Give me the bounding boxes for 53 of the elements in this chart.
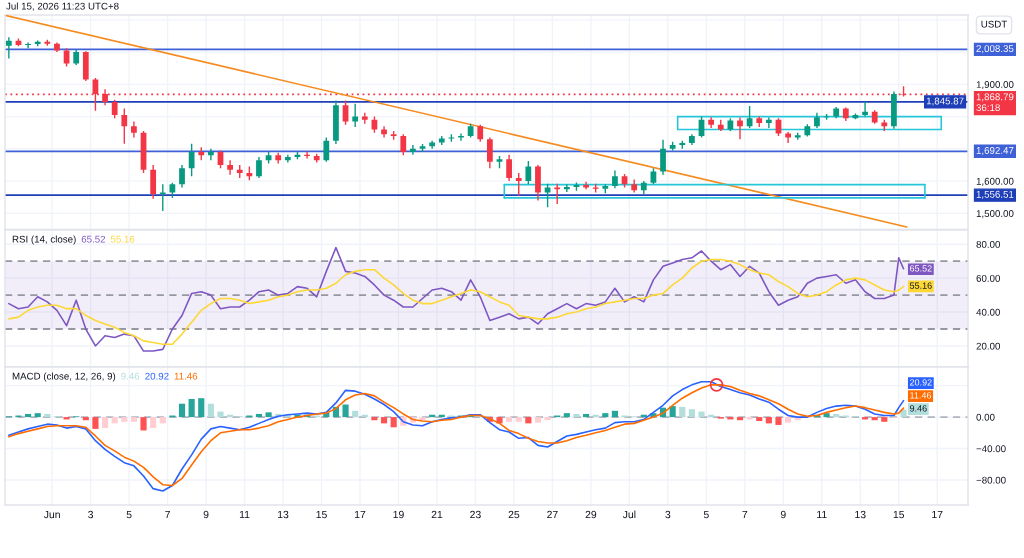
x-tick-label: Jul [622, 510, 636, 519]
x-tick-label: 13 [278, 510, 289, 519]
data-label: 65.52 [910, 265, 932, 272]
x-tick-label: 9 [780, 510, 786, 519]
text: 20.92 [145, 372, 169, 380]
y-tick-label: 40.00 [976, 308, 1000, 316]
text: Jul 15, 2026 11:23 UTC+8 [6, 2, 119, 11]
ref-line-label: 1,868.79 36:18 [976, 93, 1014, 112]
y-tick-label: 80.00 [976, 240, 1000, 248]
x-tick-label: 17 [354, 510, 366, 519]
x-tick-label: 17 [932, 510, 943, 519]
x-tick-label: 23 [470, 510, 481, 519]
text: 11.46 [174, 372, 198, 380]
y-tick-label: 1,600.00 [976, 177, 1014, 186]
y-tick-label: −80.00 [976, 476, 1006, 484]
x-tick-label: 21 [431, 510, 443, 519]
x-tick-label: 13 [855, 510, 866, 519]
x-tick-label: 15 [893, 510, 905, 519]
y-tick-label: 60.00 [976, 274, 1000, 282]
text: 65.52 [81, 235, 106, 243]
text: 9.46 [121, 372, 140, 380]
y-axis-title: USDT [981, 20, 1008, 28]
y-tick-label: 0.00 [976, 413, 995, 421]
y-tick-label: 20.00 [976, 342, 1000, 350]
x-tick-label: 5 [703, 510, 709, 519]
ref-line-label: 1,556.51 [976, 190, 1014, 199]
x-tick-label: 29 [585, 510, 597, 519]
x-tick-label: 25 [508, 510, 520, 519]
x-tick-label: 5 [126, 510, 132, 519]
y-tick-label: 1,500.00 [976, 210, 1014, 219]
x-tick-label: 3 [665, 510, 671, 519]
x-tick-label: 11 [817, 510, 827, 519]
x-tick-label: 15 [316, 510, 327, 519]
data-label: 20.92 [910, 379, 932, 386]
data-label: 55.16 [909, 282, 932, 289]
y-tick-label: −40.00 [976, 445, 1006, 453]
annotation: 9.46 [909, 405, 927, 412]
ref-line-label: 2,008.35 [976, 45, 1014, 54]
text: 55.16 [110, 235, 135, 243]
x-tick-label: 9 [203, 510, 209, 519]
data-label: 11.46 [910, 392, 932, 399]
x-tick-label: 27 [547, 510, 558, 519]
text: MACD (close, 12, 26, 9) [12, 372, 116, 382]
text: RSI (14, close) [12, 235, 76, 245]
x-tick-label: 7 [742, 510, 748, 519]
x-tick-label: Jun [43, 510, 60, 519]
x-tick-label: 19 [393, 510, 404, 519]
ref-line-label: 1,845.87 [926, 97, 964, 106]
y-tick-label: 1,900.00 [976, 81, 1014, 90]
ref-line-label: 1,692.47 [976, 147, 1014, 156]
x-tick-label: 11 [239, 510, 250, 519]
x-tick-label: 7 [165, 510, 170, 519]
x-tick-label: 3 [88, 510, 94, 519]
